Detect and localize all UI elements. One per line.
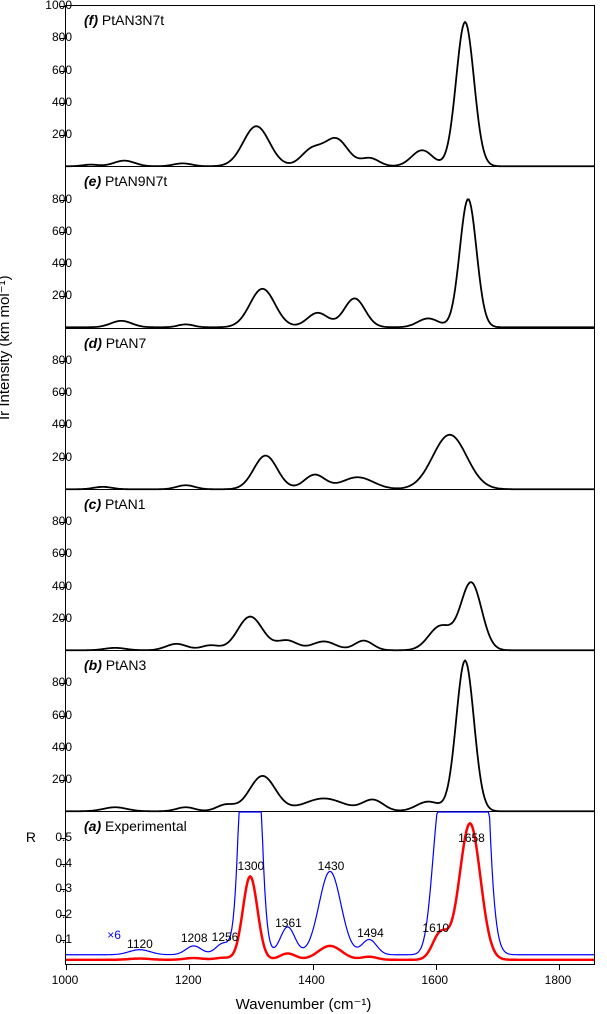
xtick-label: 1600 — [421, 973, 448, 987]
panel-a: (a) Experimental ×6 1120 1208 1256 1300 1361 14… — [65, 811, 595, 965]
panel-label-d: (d) PtAN7 — [84, 335, 146, 351]
xtick-label: 1000 — [52, 973, 79, 987]
panel-c: (c) PtAN1 — [65, 489, 595, 650]
xtick — [189, 964, 190, 970]
ytick-label: 200 — [32, 611, 72, 625]
spectrum-line — [66, 200, 594, 328]
y-axis-label: Ir Intensity (km mol⁻¹) — [0, 275, 13, 420]
spectrum-line — [66, 661, 594, 812]
xtick — [313, 964, 314, 970]
ytick-label: 200 — [32, 772, 72, 786]
spectrum-line — [66, 434, 594, 488]
ytick-label: 400 — [32, 417, 72, 431]
panel-label-f: (f) PtAN3N7t — [84, 12, 164, 28]
ytick-label: 400 — [32, 740, 72, 754]
ytick-label: 0.2 — [32, 907, 72, 921]
ytick-label: 600 — [32, 385, 72, 399]
ytick-label: 0.4 — [32, 856, 72, 870]
spectrum-line — [66, 22, 594, 166]
peak-annotation: 1430 — [318, 859, 345, 873]
peak-annotation: 1208 — [181, 931, 208, 945]
ytick-label: 600 — [32, 708, 72, 722]
r-label: R — [26, 829, 36, 845]
xtick-label: 1200 — [175, 973, 202, 987]
peak-annotation: 1256 — [212, 930, 239, 944]
ytick-label: 600 — [32, 63, 72, 77]
ytick-label: 200 — [32, 450, 72, 464]
peak-annotation: 1361 — [275, 916, 302, 930]
panel-label-e: (e) PtAN9N7t — [84, 173, 167, 189]
panel-e: (e) PtAN9N7t — [65, 166, 595, 327]
xtick — [559, 964, 560, 970]
ytick-label: 800 — [32, 353, 72, 367]
xtick — [436, 964, 437, 970]
ytick-label: 1000 — [32, 0, 72, 12]
xtick-label: 1400 — [298, 973, 325, 987]
panel-label-b: (b) PtAN3 — [84, 657, 146, 673]
ytick-label: 400 — [32, 95, 72, 109]
panel-b: (b) PtAN3 — [65, 650, 595, 811]
panel-d: (d) PtAN7 — [65, 328, 595, 489]
peak-annotation: 1610 — [422, 921, 449, 935]
peak-annotation: 1658 — [458, 831, 485, 845]
spectrum-line — [66, 582, 594, 650]
ytick-label: 400 — [32, 579, 72, 593]
xtick — [66, 964, 67, 970]
peak-annotation: 1120 — [127, 937, 153, 951]
ytick-label: 200 — [32, 127, 72, 141]
ytick-label: 600 — [32, 224, 72, 238]
ytick-label: 0.1 — [32, 932, 72, 946]
xtick-label: 1800 — [545, 973, 572, 987]
ytick-label: 800 — [32, 30, 72, 44]
peak-annotation: 1300 — [238, 859, 265, 873]
panel-f: (f) PtAN3N7t — [65, 5, 595, 166]
ytick-label: 400 — [32, 256, 72, 270]
peak-annotation: ×6 — [107, 928, 121, 942]
panel-label-a: (a) Experimental — [84, 818, 187, 834]
x-axis-label: Wavenumber (cm⁻¹) — [0, 995, 607, 1013]
spectra-figure: Ir Intensity (km mol⁻¹) Wavenumber (cm⁻¹… — [0, 0, 607, 1014]
panel-label-c: (c) PtAN1 — [84, 496, 145, 512]
ytick-label: 0.3 — [32, 881, 72, 895]
ytick-label: 800 — [32, 514, 72, 528]
panels-container: (f) PtAN3N7t (e) PtAN9N7t (d) PtAN7 (c) PtA… — [65, 5, 595, 965]
ytick-label: 800 — [32, 675, 72, 689]
ytick-label: 600 — [32, 546, 72, 560]
ytick-label: 800 — [32, 192, 72, 206]
peak-annotation: 1494 — [357, 926, 384, 940]
ytick-label: 200 — [32, 288, 72, 302]
ytick-label: 0.5 — [32, 830, 72, 844]
